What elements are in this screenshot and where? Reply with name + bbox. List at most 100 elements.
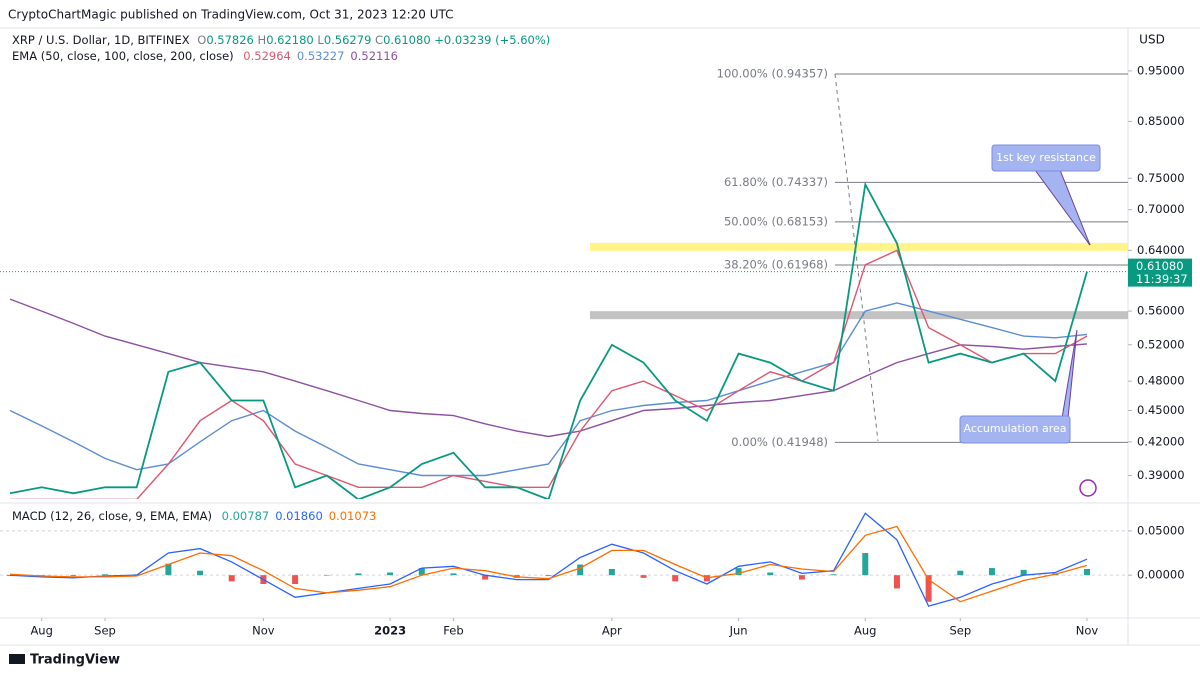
ema-value: 0.52116 (350, 49, 398, 63)
y-tick-label: 0.64000 (1137, 243, 1185, 257)
fib-label: 38.20% (0.61968) (724, 258, 828, 272)
c-value: 0.61080 (383, 33, 431, 47)
histogram-bar (577, 564, 584, 576)
y-tick-label: 0.52000 (1137, 337, 1185, 351)
y-tick-label: 0.45000 (1137, 403, 1185, 417)
y-tick-label: 0.48000 (1137, 374, 1185, 388)
zone (590, 242, 1128, 251)
o-label: O (197, 33, 206, 47)
series-line (9, 302, 1088, 477)
macd-value: 0.01860 (275, 509, 323, 523)
histogram-bar (1084, 568, 1090, 576)
histogram-bar (608, 568, 615, 576)
ema-legend: EMA (50, close, 100, close, 200, close) … (12, 49, 398, 63)
histogram-bar (418, 568, 425, 576)
histogram-bar (387, 572, 394, 576)
histogram-bar (672, 575, 679, 582)
histogram-bar (640, 575, 647, 578)
histogram-bar (70, 575, 77, 577)
y-tick-label: 0.70000 (1137, 202, 1185, 216)
x-tick-label: Feb (443, 624, 463, 638)
change: +0.03239 (+5.60%) (434, 33, 550, 47)
l-label: L (317, 33, 324, 47)
series-line (9, 525, 1088, 603)
x-tick-label: Aug (854, 624, 876, 638)
o-value: 0.57826 (206, 33, 254, 47)
histogram-bar (323, 575, 330, 576)
x-tick-label: Nov (252, 624, 275, 638)
l-value: 0.56279 (324, 33, 372, 47)
last-price-tag (1128, 258, 1192, 287)
histogram-bar (197, 570, 204, 576)
histogram-bar (355, 573, 362, 576)
callout-text: 1st key resistance (996, 151, 1096, 164)
fib-label: 61.80% (0.74337) (724, 175, 828, 189)
histogram-bar (482, 575, 489, 580)
countdown: 11:39:37 (1136, 272, 1188, 286)
ema-value: 0.52964 (243, 49, 291, 63)
histogram-bar (1020, 569, 1027, 576)
alert-icon[interactable] (1079, 479, 1097, 497)
series-line (10, 249, 1088, 499)
histogram-bar (102, 574, 109, 576)
logo (9, 654, 25, 664)
unit: USD (1139, 33, 1165, 47)
x-tick-label: Nov (1076, 624, 1099, 638)
x-tick-label: Jun (729, 624, 748, 638)
series-line (9, 181, 1088, 499)
publisher: CryptoChartMagic published on TradingVie… (8, 8, 454, 22)
x-tick-label: Sep (94, 624, 116, 638)
histogram-bar (798, 575, 805, 580)
symbol: XRP / U.S. Dollar, 1D, BITFINEX (12, 33, 190, 47)
histogram-bar (830, 574, 837, 576)
ema-title: EMA (50, close, 100, close, 200, close) (12, 49, 234, 63)
histogram-bar (735, 568, 742, 576)
last-price-label: 0.61080 (1136, 259, 1184, 273)
price-pane (0, 73, 1128, 499)
histogram-bar (862, 553, 869, 576)
y-tick-label: 0.95000 (1137, 63, 1185, 77)
y-tick-label: 0.05000 (1137, 523, 1185, 537)
histogram-bar (165, 563, 172, 576)
y-tick-label: 0.39000 (1137, 468, 1185, 482)
c-label: C (375, 33, 383, 47)
fib-label: 50.00% (0.68153) (724, 214, 828, 228)
x-tick-label: Aug (30, 624, 52, 638)
callout (959, 415, 1071, 444)
ema-value: 0.53227 (297, 49, 345, 63)
y-tick-label: 0.00000 (1137, 568, 1185, 582)
price-legend: XRP / U.S. Dollar, 1D, BITFINEX O0.57826… (12, 33, 550, 47)
x-tick-label: Sep (949, 624, 971, 638)
histogram-bar (925, 575, 932, 602)
zone (590, 311, 1128, 320)
histogram-bar (988, 568, 995, 576)
fib-label: 100.00% (0.94357) (717, 66, 828, 80)
macd-value: 0.01073 (329, 509, 377, 523)
histogram-bar (893, 575, 900, 589)
histogram-bar (228, 575, 235, 582)
overlay: 0.95000 0.85000 0.75000 0.70000 0.64000 0.560… (30, 63, 1192, 638)
brand: TradingView (30, 653, 120, 668)
histogram-bar (767, 572, 774, 576)
x-tick-label: Apr (602, 624, 622, 638)
x-tick-label: 2023 (374, 624, 406, 638)
macd-legend: MACD (12, 26, close, 9, EMA, EMA) 0.0078… (12, 509, 376, 523)
y-tick-label: 0.42000 (1137, 434, 1185, 448)
macd-title: MACD (12, 26, close, 9, EMA, EMA) (12, 509, 212, 523)
callout (991, 144, 1101, 172)
fib-label: 0.00% (0.41948) (731, 435, 828, 449)
histogram-bar (450, 573, 457, 576)
series-line (9, 298, 1088, 438)
series-line (9, 512, 1088, 607)
macd-value: 0.00787 (222, 509, 270, 523)
h-label: H (258, 33, 267, 47)
fib-trend (834, 73, 879, 442)
y-tick-label: 0.56000 (1137, 304, 1185, 318)
histogram-bar (545, 575, 552, 577)
y-tick-label: 0.75000 (1137, 171, 1185, 185)
macd-pane (0, 512, 1128, 607)
histogram-bar (957, 570, 964, 576)
